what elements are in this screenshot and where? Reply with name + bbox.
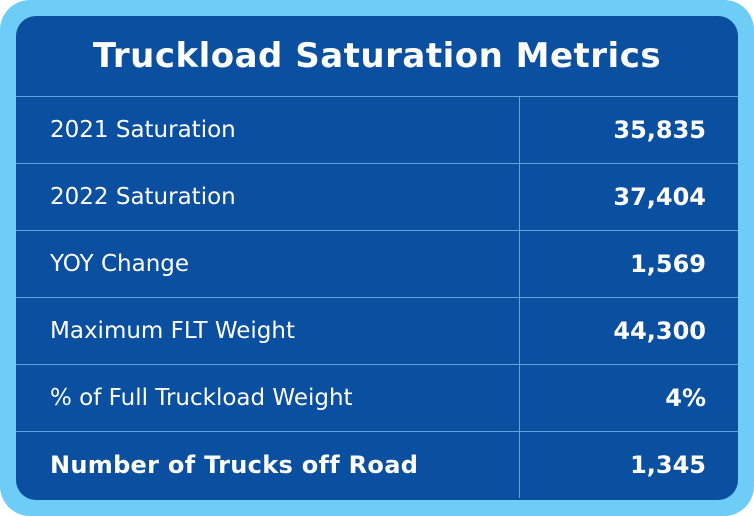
row-label: % of Full Truckload Weight	[16, 364, 520, 432]
table-row: 2021 Saturation 35,835	[16, 97, 738, 164]
row-value: 4%	[519, 364, 738, 432]
row-label: 2022 Saturation	[16, 163, 520, 231]
metrics-table: 2021 Saturation 35,835 2022 Saturation 3…	[16, 97, 738, 498]
table-title: Truckload Saturation Metrics	[16, 16, 738, 97]
table-row: Maximum FLT Weight 44,300	[16, 297, 738, 365]
table-row: % of Full Truckload Weight 4%	[16, 364, 738, 432]
table-row-total: Number of Trucks off Road 1,345	[16, 431, 738, 498]
table-row: 2022 Saturation 37,404	[16, 163, 738, 231]
row-value: 44,300	[519, 297, 738, 365]
row-label: 2021 Saturation	[16, 97, 520, 164]
row-label: YOY Change	[16, 230, 520, 298]
row-value: 1,345	[519, 431, 738, 498]
table-row: YOY Change 1,569	[16, 230, 738, 298]
row-label: Maximum FLT Weight	[16, 297, 520, 365]
row-label: Number of Trucks off Road	[16, 431, 520, 498]
row-value: 37,404	[519, 163, 738, 231]
metrics-panel: Truckload Saturation Metrics 2021 Satura…	[16, 16, 738, 500]
row-value: 1,569	[519, 230, 738, 298]
row-value: 35,835	[613, 116, 706, 144]
